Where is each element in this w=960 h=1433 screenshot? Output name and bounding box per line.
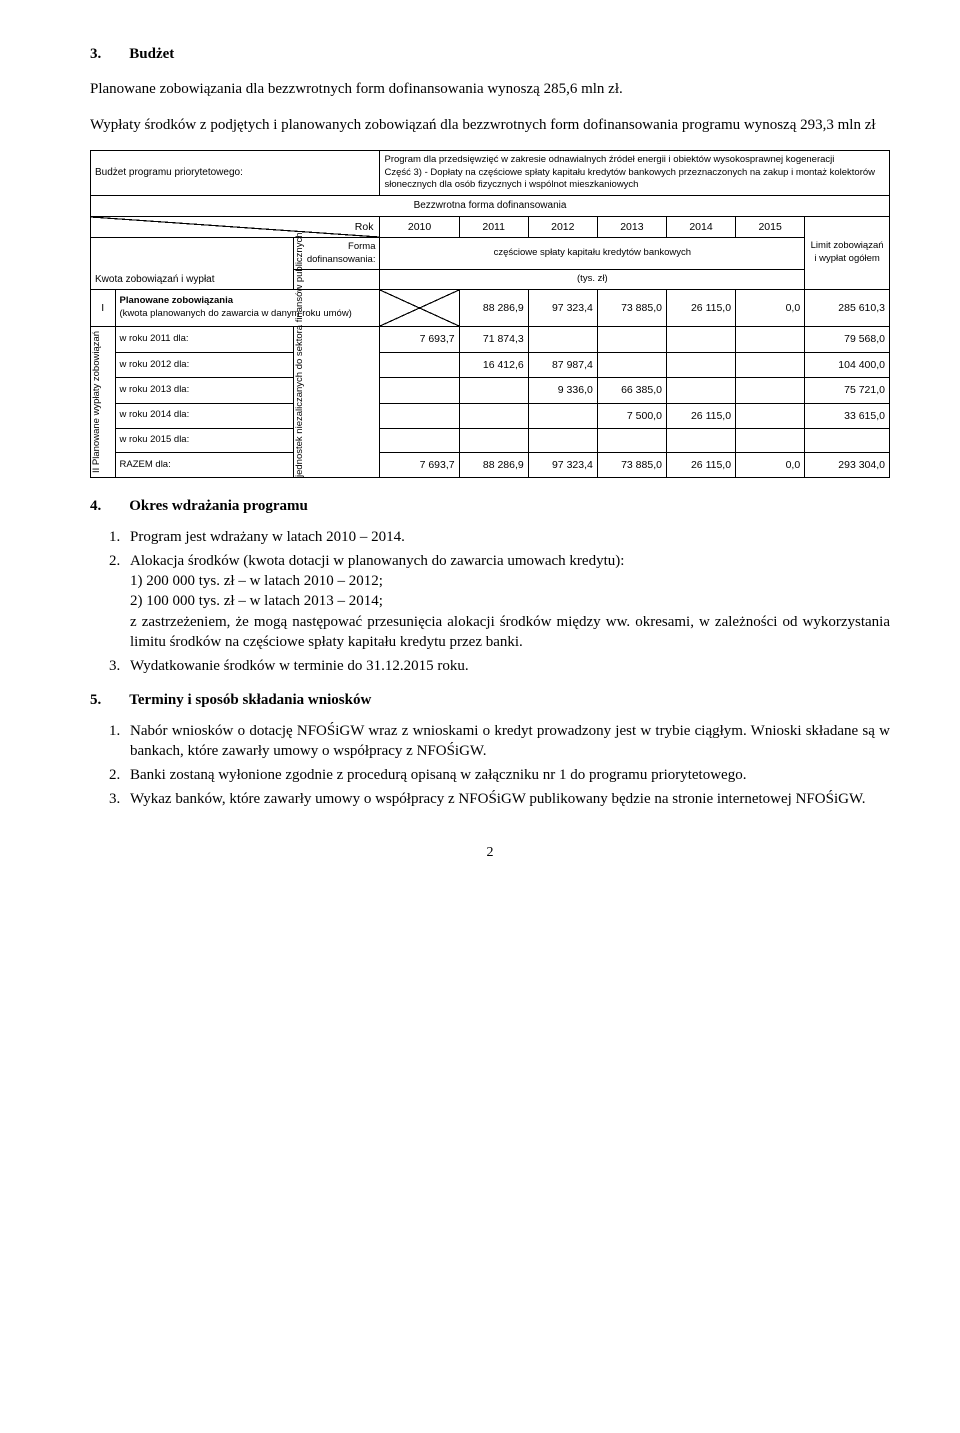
r0-c5 (736, 327, 805, 352)
r2-c1 (459, 378, 528, 403)
r1-c6: 104 400,0 (805, 352, 890, 377)
section-3-paragraph-1: Planowane zobowiązania dla bezzwrotnych … (90, 79, 890, 99)
cross-cell (380, 290, 459, 327)
section-3-number: 3. (90, 44, 101, 64)
row-2013-label: w roku 2013 dla: (115, 378, 293, 403)
r4-c0 (380, 429, 459, 453)
r0-c4 (666, 327, 735, 352)
r2-c4 (666, 378, 735, 403)
r4-c1 (459, 429, 528, 453)
s5-item-2: Banki zostaną wyłonione zgodnie z proced… (124, 765, 890, 785)
r2-c5 (736, 378, 805, 403)
r0-c2 (528, 327, 597, 352)
section-3-paragraph-2: Wypłaty środków z podjętych i planowanyc… (90, 115, 890, 135)
row-i-val-2011: 88 286,9 (459, 290, 528, 327)
r4-c4 (666, 429, 735, 453)
s4-item-2-text: Alokacja środków (kwota dotacji w planow… (130, 553, 624, 569)
r1-c0 (380, 352, 459, 377)
r2-c2: 9 336,0 (528, 378, 597, 403)
row-razem-label: RAZEM dla: (115, 452, 293, 477)
r0-c3 (597, 327, 666, 352)
s4-item-1: Program jest wdrażany w latach 2010 – 20… (124, 527, 890, 547)
budget-header-left: Budżet programu priorytetowego: (91, 150, 380, 195)
s4-item-2a: 1) 200 000 tys. zł – w latach 2010 – 201… (130, 571, 890, 591)
r5-c4: 26 115,0 (666, 452, 735, 477)
r4-c5 (736, 429, 805, 453)
tys-label: (tys. zł) (380, 270, 805, 290)
r5-c1: 88 286,9 (459, 452, 528, 477)
year-2013: 2013 (597, 216, 666, 237)
section-3-title: Budżet (129, 44, 174, 64)
row-i-title: Planowane zobowiązania (120, 295, 234, 306)
r1-c2: 87 987,4 (528, 352, 597, 377)
s4-item-2c: z zastrzeżeniem, że mogą następować prze… (130, 612, 890, 653)
budget-table: Budżet programu priorytetowego: Program … (90, 150, 890, 479)
r3-c4: 26 115,0 (666, 403, 735, 428)
year-2012: 2012 (528, 216, 597, 237)
page-number: 2 (90, 844, 890, 863)
r2-c3: 66 385,0 (597, 378, 666, 403)
mid-label: jednostek niezaliczanych do sektora fina… (294, 327, 307, 477)
year-2010: 2010 (380, 216, 459, 237)
r3-c0 (380, 403, 459, 428)
row-2011-label: w roku 2011 dla: (115, 327, 293, 352)
section-4-number: 4. (90, 496, 101, 516)
r2-c0 (380, 378, 459, 403)
r3-c1 (459, 403, 528, 428)
r1-c1: 16 412,6 (459, 352, 528, 377)
year-2014: 2014 (666, 216, 735, 237)
s5-item-3: Wykaz banków, które zawarły umowy o wspó… (124, 789, 890, 809)
row-2015-label: w roku 2015 dla: (115, 429, 293, 453)
r4-c2 (528, 429, 597, 453)
row-i-subtitle: (kwota planowanych do zawarcia w danym r… (120, 308, 352, 319)
section-5-number: 5. (90, 690, 101, 710)
forma-sub: częściowe spłaty kapitału kredytów banko… (380, 237, 805, 270)
s4-item-3: Wydatkowanie środków w terminie do 31.12… (124, 656, 890, 676)
r1-c5 (736, 352, 805, 377)
r5-c5: 0,0 (736, 452, 805, 477)
r0-c0: 7 693,7 (380, 327, 459, 352)
s4-item-2: Alokacja środków (kwota dotacji w planow… (124, 551, 890, 652)
r4-c3 (597, 429, 666, 453)
row-i-val-2015: 0,0 (736, 290, 805, 327)
row-i-val-2012: 97 323,4 (528, 290, 597, 327)
rok-label: Rok (355, 220, 374, 234)
side-label: II Planowane wypłaty zobowiązań (91, 327, 104, 477)
year-2015: 2015 (736, 216, 805, 237)
r5-c6: 293 304,0 (805, 452, 890, 477)
r5-c3: 73 885,0 (597, 452, 666, 477)
forma-label: Forma dofinansowania: (293, 237, 380, 270)
r0-c1: 71 874,3 (459, 327, 528, 352)
r1-c4 (666, 352, 735, 377)
r2-c6: 75 721,0 (805, 378, 890, 403)
budget-header-right: Program dla przedsięwzięć w zakresie odn… (380, 150, 890, 195)
row-2012-label: w roku 2012 dla: (115, 352, 293, 377)
year-2011: 2011 (459, 216, 528, 237)
budget-band: Bezzwrotna forma dofinansowania (91, 196, 890, 217)
section-4-title: Okres wdrażania programu (129, 496, 308, 516)
kwota-label: Kwota zobowiązań i wypłat (91, 237, 294, 289)
r3-c2 (528, 403, 597, 428)
row-2014-label: w roku 2014 dla: (115, 403, 293, 428)
row-i-number: I (91, 290, 116, 327)
s5-item-1: Nabór wniosków o dotację NFOŚiGW wraz z … (124, 721, 890, 762)
r5-c2: 97 323,4 (528, 452, 597, 477)
r5-c0: 7 693,7 (380, 452, 459, 477)
r3-c3: 7 500,0 (597, 403, 666, 428)
r3-c6: 33 615,0 (805, 403, 890, 428)
s4-item-2b: 2) 100 000 tys. zł – w latach 2013 – 201… (130, 591, 890, 611)
row-i-val-2013: 73 885,0 (597, 290, 666, 327)
row-i-val-2014: 26 115,0 (666, 290, 735, 327)
r4-c6 (805, 429, 890, 453)
section-5-title: Terminy i sposób składania wniosków (129, 690, 371, 710)
r0-c6: 79 568,0 (805, 327, 890, 352)
r3-c5 (736, 403, 805, 428)
r1-c3 (597, 352, 666, 377)
row-i-val-total: 285 610,3 (805, 290, 890, 327)
limit-label: Limit zobowiązań i wypłat ogółem (805, 216, 890, 290)
